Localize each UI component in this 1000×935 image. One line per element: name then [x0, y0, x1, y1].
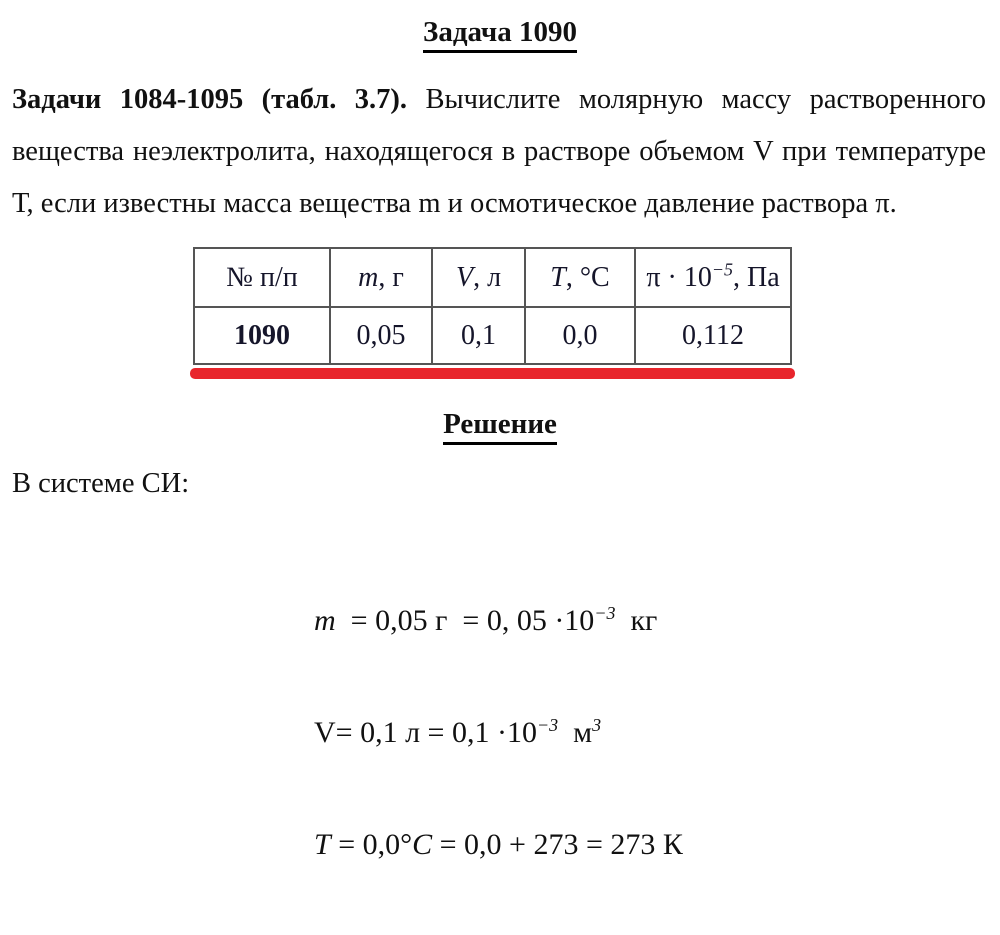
problem-lead-bold: Задачи 1084-1095 (табл. 3.7).: [12, 84, 408, 115]
table-data-row: 1090 0,05 0,1 0,0 0,112: [193, 306, 792, 365]
formula-mass: m = 0,05 г = 0, 05 ·10−3 кг: [314, 603, 658, 637]
document-page: Задача 1090 Задачи 1084-1095 (табл. 3.7)…: [0, 16, 1000, 861]
solution-heading: Решение: [0, 408, 1000, 445]
cell-pressure: 0,112: [634, 306, 792, 365]
cell-number: 1090: [193, 306, 331, 365]
formula-temperature: T = 0,0°C = 0,0 + 273 = 273 К: [314, 828, 683, 861]
red-underline-bar: [190, 368, 795, 379]
formula-volume: V= 0,1 л = 0,1 ·10−3 м3: [314, 715, 602, 749]
page-title-text: Задача 1090: [423, 16, 577, 53]
header-pressure: π · 10−5, Па: [634, 247, 792, 308]
solution-heading-text: Решение: [443, 408, 557, 445]
problem-line-2: вещества неэлектролита, находящегося в р…: [12, 136, 986, 167]
conditions-table-wrapper: № п/п m, г V, л T, °C π · 10−5, Па 1090 …: [193, 247, 792, 365]
table-header-row: № п/п m, г V, л T, °C π · 10−5, Па: [193, 247, 792, 308]
page-title: Задача 1090: [0, 16, 1000, 53]
problem-line-1: Задачи 1084-1095 (табл. 3.7). Вычислите …: [12, 74, 986, 126]
header-volume: V, л: [431, 247, 526, 308]
header-temperature: T, °C: [524, 247, 636, 308]
problem-statement: Задачи 1084-1095 (табл. 3.7). Вычислите …: [12, 74, 986, 230]
header-mass: m, г: [329, 247, 433, 308]
cell-volume: 0,1: [431, 306, 526, 365]
formula-block: m = 0,05 г = 0, 05 ·10−3 кг V= 0,1 л = 0…: [314, 531, 683, 935]
problem-line-1-rest: Вычислите молярную массу растворенного: [407, 84, 986, 115]
cell-mass: 0,05: [329, 306, 433, 365]
header-number: № п/п: [193, 247, 331, 308]
cell-temperature: 0,0: [524, 306, 636, 365]
si-system-label: В системе СИ:: [12, 468, 190, 499]
problem-line-3: Т, если известны масса вещества m и осмо…: [12, 188, 897, 219]
conditions-table: № п/п m, г V, л T, °C π · 10−5, Па 1090 …: [193, 247, 792, 365]
